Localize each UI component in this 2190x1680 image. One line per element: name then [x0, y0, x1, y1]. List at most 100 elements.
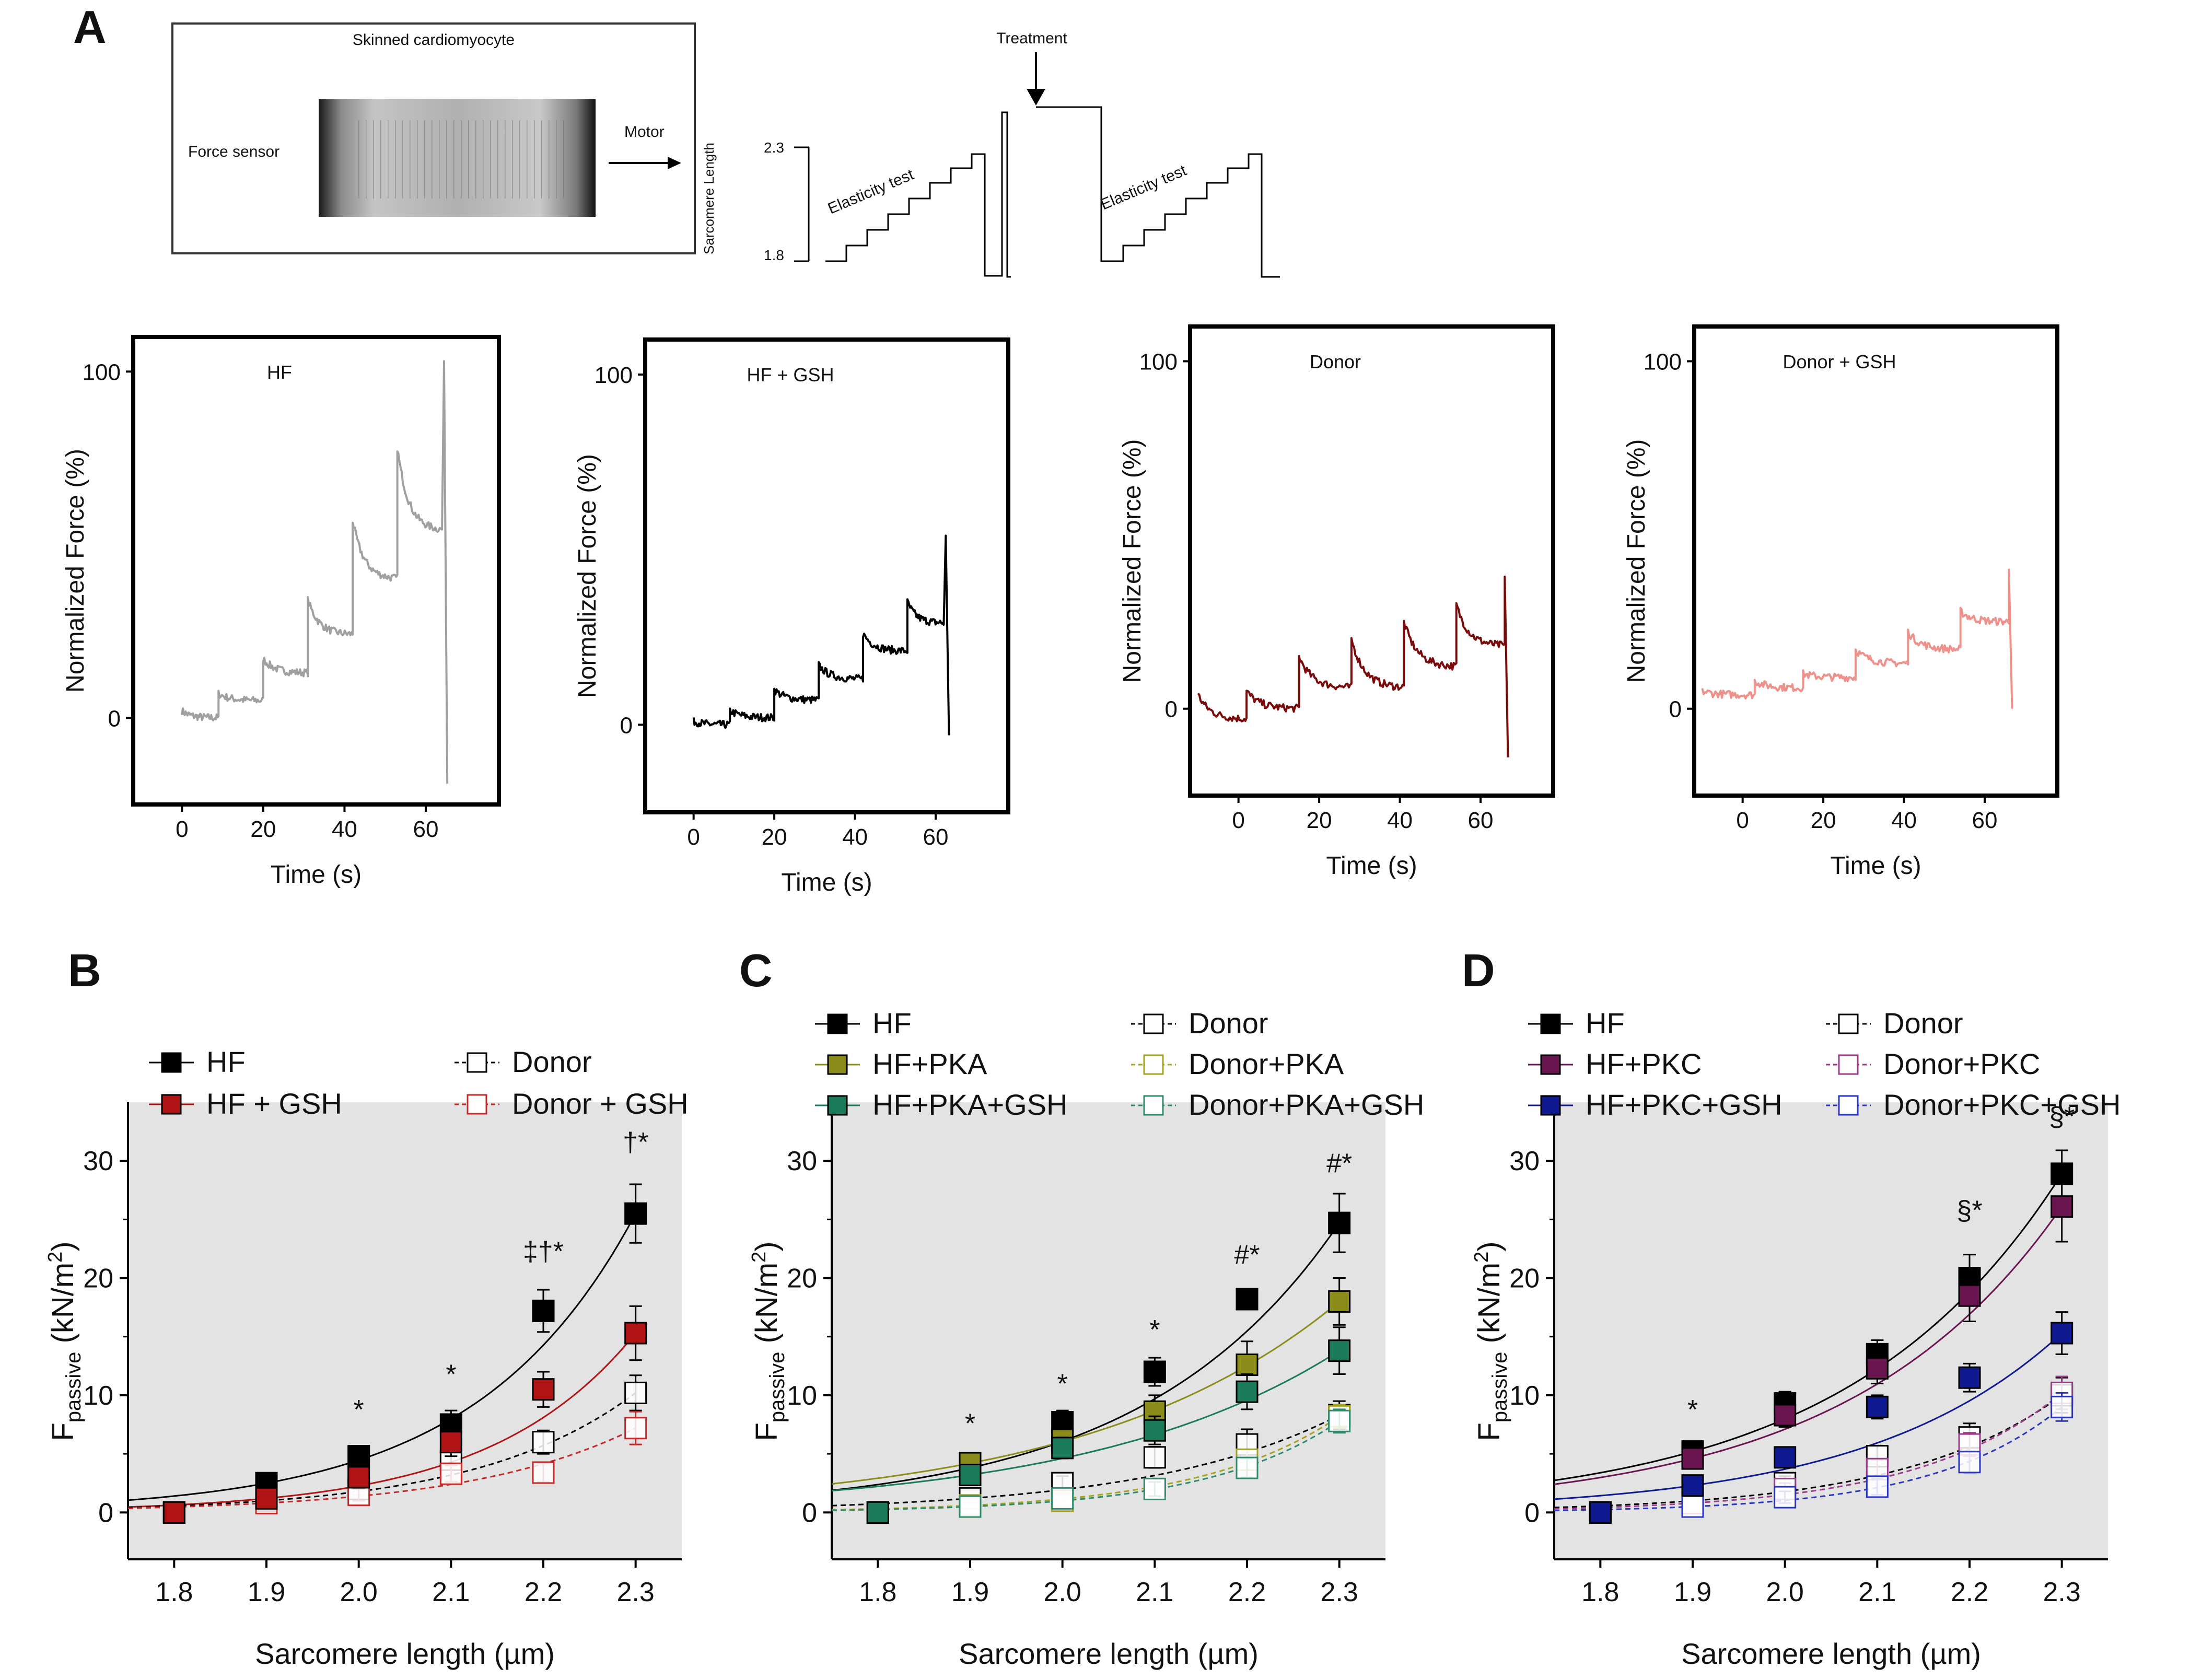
y-axis-label-unit: (kN/m	[1472, 1263, 1506, 1352]
legend-label: HF	[206, 1045, 246, 1078]
plot-background	[1554, 1102, 2108, 1559]
trace-xtick-label: 0	[1736, 808, 1749, 833]
trace-xtick-label: 60	[1972, 808, 1998, 833]
ytick-label: 20	[83, 1264, 113, 1294]
trace-xtick-label: 40	[332, 816, 357, 842]
protocol-diagram: Treatment 2.3 1.8 Sarcomere Length Elast…	[701, 30, 1280, 278]
legend-marker	[467, 1052, 487, 1073]
trace-xtick-label: 0	[687, 824, 700, 850]
legend-label: HF	[1586, 1007, 1625, 1040]
curve-panel: C 0 10 20 30 1.8 1.9 2.0 2.1 2.2 2.3 Sarcomere leng…	[739, 944, 1424, 1670]
data-point	[959, 1495, 982, 1518]
trace-xtick-label: 60	[1468, 808, 1494, 833]
ytick-label: 0	[1524, 1498, 1540, 1528]
trace-panel: HF + GSH 0 100 0 20 40 60 Time (s) Normalized Fo…	[574, 337, 1010, 896]
significance-mark: †*	[623, 1127, 648, 1158]
legend-label: Donor + GSH	[512, 1087, 689, 1120]
legend-marker	[161, 1052, 182, 1073]
trace-ytick-label: 0	[108, 706, 121, 731]
fit-curve	[127, 1213, 637, 1501]
trace-xlabel: Time (s)	[1326, 852, 1417, 880]
legend-marker	[1540, 1013, 1561, 1034]
treatment-label: Treatment	[996, 30, 1067, 47]
force-traces: HF 0 100 0 20 40 60 Time (s) Normalized Force (%…	[62, 324, 2059, 896]
y-axis-label-sup: 2	[44, 1252, 66, 1263]
legend-label: HF+PKC	[1586, 1047, 1702, 1080]
trace-xtick-label: 20	[250, 816, 276, 842]
x-axis-label: Sarcomere length (µm)	[1681, 1637, 1981, 1670]
data-point	[1236, 1288, 1259, 1311]
trace-xtick-label: 0	[176, 816, 188, 842]
trace-signal	[1701, 568, 2013, 709]
data-point	[1866, 1395, 1889, 1418]
y-axis-label: Fpassive (kN/m2)	[748, 1241, 789, 1441]
motor-arrow-icon	[668, 157, 681, 169]
y-axis-label-close: )	[46, 1241, 80, 1251]
significance-mark: *	[1687, 1395, 1698, 1425]
xtick-label: 1.9	[1674, 1577, 1711, 1607]
xtick-label: 2.1	[1136, 1577, 1173, 1607]
fit-curve	[1554, 1332, 2063, 1500]
data-point	[1681, 1495, 1704, 1518]
data-point	[1236, 1354, 1259, 1376]
legend-marker	[1540, 1054, 1561, 1075]
trace-xtick-label: 20	[1811, 808, 1836, 833]
trace-title: Donor	[1310, 351, 1361, 372]
motor-label: Motor	[624, 123, 665, 141]
legend-marker	[827, 1054, 848, 1075]
data-point	[532, 1461, 555, 1484]
trace-signal	[1197, 575, 1509, 757]
xtick-label: 2.3	[1321, 1577, 1358, 1607]
xtick-label: 2.0	[340, 1577, 378, 1607]
y-axis-label-sub: passive	[766, 1352, 789, 1423]
trace-title: HF	[267, 361, 292, 383]
trace-xlabel: Time (s)	[1830, 852, 1921, 880]
data-point	[1774, 1486, 1797, 1509]
xtick-label: 2.2	[1228, 1577, 1266, 1607]
significance-mark: #*	[1234, 1240, 1260, 1270]
trace-frame	[1188, 324, 1555, 798]
legend-marker	[1838, 1054, 1859, 1075]
panel-label: C	[739, 944, 773, 996]
ytick-label: 10	[1509, 1381, 1540, 1411]
trace-title: Donor + GSH	[1783, 351, 1896, 372]
data-point	[1328, 1409, 1351, 1432]
trace-ytick-label: 0	[620, 713, 633, 738]
force-sensor-label: Force sensor	[188, 143, 279, 160]
data-point	[1866, 1475, 1889, 1498]
panel-label: D	[1462, 944, 1495, 996]
trace-signal	[181, 360, 449, 784]
legend-marker	[1838, 1013, 1859, 1034]
cell-schematic: Skinned cardiomyocyte Force sensor Motor	[171, 22, 696, 254]
data-point	[1051, 1437, 1074, 1460]
data-point	[1051, 1487, 1074, 1510]
legend-label: HF + GSH	[206, 1087, 342, 1120]
y-axis-label-close: )	[1472, 1241, 1506, 1251]
fit-curve	[831, 1222, 1340, 1491]
trace-ylabel: Normalized Force (%)	[1119, 439, 1146, 683]
data-point	[347, 1445, 370, 1468]
trace-title: HF + GSH	[747, 364, 834, 386]
legend-label: HF+PKC+GSH	[1586, 1088, 1783, 1121]
significance-mark: §*	[2049, 1102, 2075, 1132]
trace-ytick-label: 100	[1139, 349, 1178, 375]
ytick-label: 20	[787, 1264, 817, 1294]
trace-xlabel: Time (s)	[271, 861, 362, 889]
trace-frame	[131, 335, 501, 807]
xtick-label: 1.8	[155, 1577, 193, 1607]
data-point	[1589, 1501, 1612, 1524]
legend-label: HF+PKA+GSH	[872, 1088, 1067, 1121]
data-point	[1774, 1446, 1797, 1469]
fit-curve	[127, 1333, 636, 1508]
xtick-label: 1.9	[951, 1577, 989, 1607]
xtick-label: 2.0	[1766, 1577, 1804, 1607]
data-point	[1328, 1211, 1351, 1234]
xtick-label: 2.2	[525, 1577, 562, 1607]
significance-mark: *	[1149, 1315, 1160, 1345]
legend-label: Donor+PKC+GSH	[1883, 1088, 2121, 1121]
data-point	[1774, 1404, 1797, 1427]
cardiomyocyte-striations	[355, 120, 564, 199]
ytick-label: 10	[83, 1381, 113, 1411]
data-point	[1866, 1357, 1889, 1380]
